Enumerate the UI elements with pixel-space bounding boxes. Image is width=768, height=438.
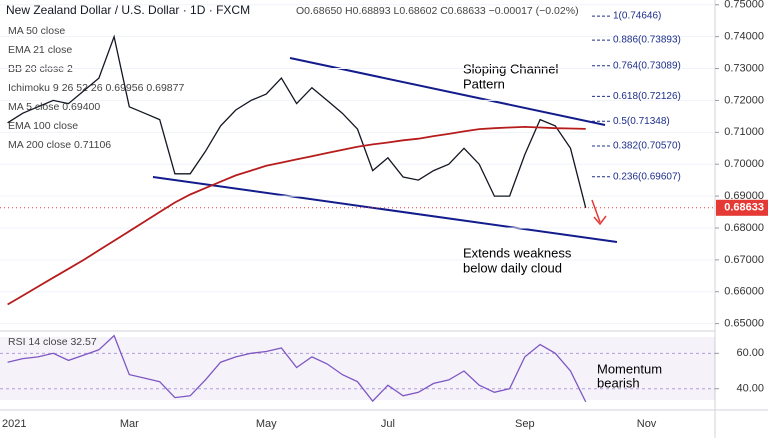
channel-upper — [289, 57, 606, 126]
y-tick-label: 0.70000 — [724, 158, 764, 170]
annotation: Extends weakness — [463, 245, 572, 260]
last-price-label: 0.68633 — [724, 202, 764, 214]
down-arrow — [591, 199, 607, 226]
annotation: below daily cloud — [463, 260, 562, 275]
indicator: MA 200 close 0.71106 — [8, 139, 111, 151]
y-tick-label: 0.71000 — [724, 126, 764, 138]
fib-label: 0.236(0.69607) — [613, 171, 681, 182]
y-tick-label: 0.69000 — [724, 190, 764, 202]
y-tick-label: 0.73000 — [724, 62, 764, 74]
channel-lower — [152, 176, 618, 243]
series-line — [7, 125, 586, 306]
y-tick-label: 0.67000 — [724, 254, 764, 266]
x-tick-label: Mar — [120, 418, 139, 430]
fib-label: 0.886(0.73893) — [613, 35, 681, 46]
indicator: MA 50 close — [8, 25, 65, 37]
y-tick-label: 40.00 — [736, 383, 764, 395]
ohlc: O0.68650 H0.68893 L0.68602 C0.68633 −0.0… — [296, 5, 579, 17]
y-tick-label: 0.75000 — [724, 0, 764, 11]
indicator: EMA 21 close — [8, 44, 72, 56]
chart-title: New Zealand Dollar / U.S. Dollar · 1D · … — [6, 3, 250, 17]
y-tick-label: 0.68000 — [724, 222, 764, 234]
y-tick-label: 0.66000 — [724, 286, 764, 298]
series-line — [7, 34, 587, 208]
x-tick-label: Sep — [515, 418, 535, 430]
indicator: MA 5 close 0.69400 — [8, 101, 100, 113]
annotation: Momentum — [597, 361, 662, 376]
y-tick-label: 0.65000 — [724, 318, 764, 330]
series-line — [7, 334, 587, 403]
fib-label: 1(0.74646) — [613, 11, 661, 22]
x-tick-label: May — [256, 418, 277, 430]
fib-label: 0.382(0.70570) — [613, 141, 681, 152]
indicator: EMA 100 close — [8, 120, 78, 132]
annotation: bearish — [597, 375, 640, 390]
fib-label: 0.764(0.73089) — [613, 60, 681, 71]
y-tick-label: 60.00 — [736, 347, 764, 359]
indicator: Ichimoku 9 26 52 26 0.69956 0.69877 — [8, 82, 184, 94]
fib-label: 0.5(0.71348) — [613, 116, 670, 127]
rsi-title: RSI 14 close 32.57 — [8, 336, 97, 348]
annotation: Pattern — [463, 76, 505, 91]
x-tick-label: Jul — [381, 418, 395, 430]
x-tick-label: 2021 — [2, 418, 26, 430]
fib-label: 0.618(0.72126) — [613, 91, 681, 102]
x-tick-label: Nov — [637, 418, 657, 430]
y-tick-label: 0.74000 — [724, 31, 764, 43]
last-price-box — [716, 199, 768, 216]
y-tick-label: 0.72000 — [724, 94, 764, 106]
